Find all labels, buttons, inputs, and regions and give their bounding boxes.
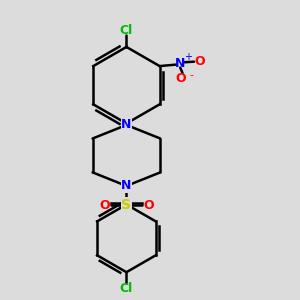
Text: Cl: Cl — [120, 282, 133, 295]
Text: O: O — [176, 72, 186, 85]
Text: +: + — [184, 52, 192, 62]
Text: S: S — [122, 198, 131, 212]
Text: N: N — [121, 179, 132, 192]
Text: O: O — [99, 199, 110, 212]
Text: -: - — [189, 70, 194, 80]
Text: N: N — [175, 57, 185, 70]
Text: N: N — [121, 118, 132, 131]
Text: O: O — [194, 55, 205, 68]
Text: O: O — [143, 199, 154, 212]
Text: Cl: Cl — [120, 24, 133, 37]
